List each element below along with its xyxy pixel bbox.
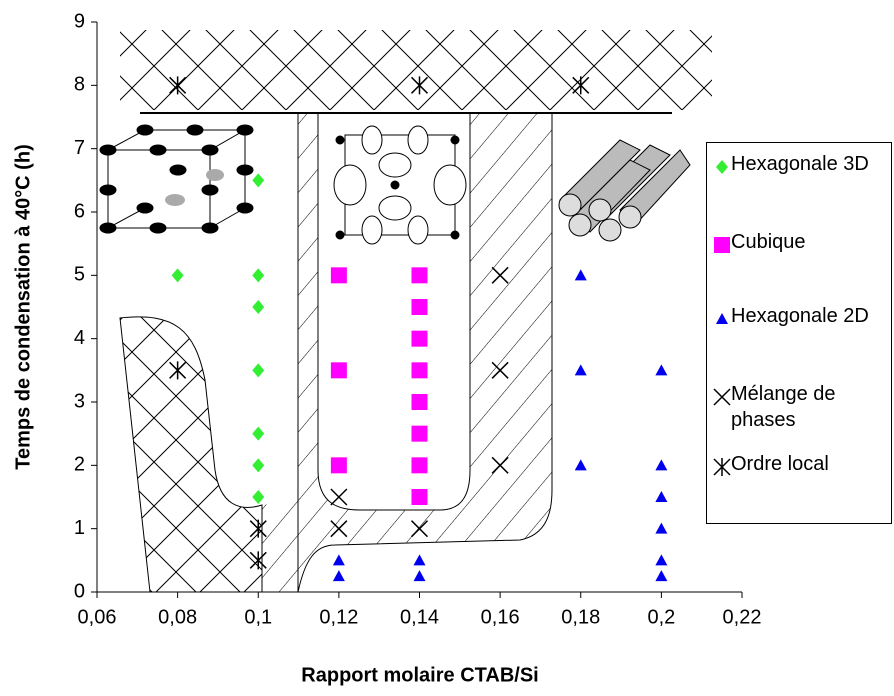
point <box>249 551 267 570</box>
region-hatch <box>262 500 298 592</box>
point <box>411 457 428 474</box>
x-tick-label: 0,12 <box>319 606 358 628</box>
point <box>411 425 428 442</box>
x-tick-label: 0,14 <box>400 606 439 628</box>
point <box>332 554 345 566</box>
legend-label: Hexagonale 2D <box>731 305 869 327</box>
region-left <box>119 316 263 593</box>
y-tick-label: 9 <box>74 10 85 32</box>
y-tick-label: 7 <box>74 137 85 159</box>
x-tick-label: 0,16 <box>481 606 520 628</box>
y-tick-label: 0 <box>74 580 85 602</box>
point <box>252 490 265 504</box>
point <box>655 554 668 566</box>
point <box>411 394 428 410</box>
legend-marker <box>714 237 730 253</box>
point <box>411 489 428 505</box>
point <box>252 363 265 378</box>
legend-marker <box>716 313 728 324</box>
point <box>655 364 668 376</box>
y-tick-label: 4 <box>74 327 85 349</box>
point <box>252 173 265 188</box>
y-tick-label: 5 <box>74 264 85 286</box>
x-tick-label: 0,18 <box>561 606 600 628</box>
x-tick-label: 0,2 <box>647 606 675 628</box>
point <box>574 459 587 471</box>
x-tick-label: 0,1 <box>244 606 272 628</box>
point <box>491 266 509 284</box>
point <box>716 313 728 324</box>
point <box>572 76 590 95</box>
point <box>491 456 509 474</box>
y-tick-label: 8 <box>74 74 85 96</box>
point <box>330 520 348 538</box>
point <box>410 76 429 95</box>
point <box>411 299 428 315</box>
x-tick-label: 0,06 <box>78 606 117 628</box>
point <box>655 522 668 534</box>
x-tick-label: 0,22 <box>723 606 762 628</box>
legend-label: Mélange de phases <box>731 383 836 431</box>
point <box>574 269 587 281</box>
point <box>413 570 426 582</box>
point <box>716 160 728 174</box>
point <box>714 237 730 253</box>
phase-regions <box>119 30 712 593</box>
y-tick-label: 3 <box>74 390 85 412</box>
legend-label: Ordre local <box>731 453 829 475</box>
region-hatch <box>297 112 553 593</box>
legend-marker <box>713 388 731 406</box>
point <box>252 268 265 283</box>
point <box>411 362 428 379</box>
point <box>411 330 428 347</box>
point <box>249 519 267 538</box>
legend-marker <box>713 458 731 476</box>
point <box>332 570 345 582</box>
legend-label: Cubique <box>731 231 806 253</box>
y-tick-label: 6 <box>74 200 85 222</box>
point <box>411 267 428 284</box>
point <box>252 426 265 441</box>
point <box>655 570 668 582</box>
point <box>491 361 509 379</box>
point <box>169 76 187 95</box>
structure-icons <box>99 124 691 245</box>
point <box>655 491 668 502</box>
point <box>410 520 429 538</box>
point <box>330 488 348 506</box>
point <box>713 388 731 406</box>
point <box>252 458 265 473</box>
point <box>413 554 426 566</box>
y-axis-title: Temps de condensation à 40°C (h) <box>12 144 34 469</box>
region-top <box>120 30 712 110</box>
point <box>655 459 668 471</box>
legend: Hexagonale 3D Cubique Hexagonale 2D Mélange… <box>706 142 892 524</box>
point <box>574 364 587 376</box>
point <box>330 362 347 379</box>
legend-label: Hexagonale 3D <box>731 153 869 175</box>
point <box>330 457 347 474</box>
point <box>713 458 731 476</box>
legend-marker <box>716 160 728 174</box>
y-tick-label: 1 <box>74 517 85 539</box>
x-tick-label: 0,08 <box>158 606 197 628</box>
point <box>330 267 347 284</box>
point <box>169 361 187 380</box>
point <box>171 268 184 283</box>
x-axis-title: Rapport molaire CTAB/Si <box>301 664 538 686</box>
point <box>252 300 265 314</box>
y-tick-label: 2 <box>74 454 85 476</box>
